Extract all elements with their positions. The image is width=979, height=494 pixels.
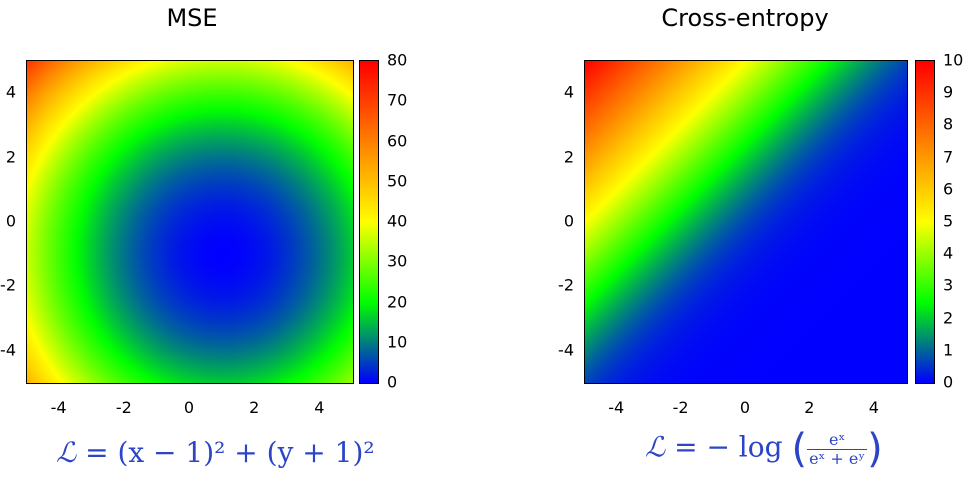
mse-y-tick: 4 [5, 82, 16, 102]
cross-entropy-y-tick: 4 [563, 82, 574, 102]
ce-formula-rhs: = − log [674, 430, 783, 464]
cross-entropy-x-tick: -4 [608, 398, 625, 417]
cross-entropy-colorbar-tick: 2 [943, 308, 954, 328]
cross-entropy-y-tick: -2 [558, 275, 574, 295]
mse-x-tick: 0 [183, 398, 195, 417]
cross-entropy-colorbar-tick: 9 [943, 82, 954, 102]
mse-y-tick: 2 [5, 147, 16, 167]
cross-entropy-colorbar-tick: 4 [943, 243, 954, 263]
cross-entropy-colorbar-tick: 1 [943, 340, 954, 360]
mse-heatmap [26, 60, 354, 384]
mse-colorbar-tick: 60 [387, 131, 408, 150]
mse-y-tick: -2 [0, 275, 16, 295]
mse-colorbar-tick: 80 [387, 50, 408, 70]
mse-y-tick: 0 [5, 211, 16, 231]
mse-formula: ℒ = (x − 1)² + (y + 1)² [56, 436, 375, 469]
ce-formula-lhs: ℒ [645, 430, 666, 464]
mse-colorbar [359, 60, 379, 384]
cross-entropy-y-tick: 2 [563, 147, 574, 167]
cross-entropy-x-tick: 0 [739, 398, 751, 417]
mse-panel: MSE 4 2 0 -2 -4 -4 -2 0 2 4 80 70 60 50 40 30 20 10 0 ℒ … [0, 4, 408, 469]
cross-entropy-x-tick: 4 [868, 398, 879, 417]
cross-entropy-colorbar-tick: 7 [943, 147, 954, 167]
fraction-numerator: eˣ [807, 431, 868, 450]
cross-entropy-heatmap [584, 60, 908, 384]
cross-entropy-title: Cross-entropy [661, 4, 829, 32]
cross-entropy-y-tick: 0 [563, 211, 574, 231]
mse-colorbar-tick: 20 [387, 292, 408, 311]
cross-entropy-x-tick: -2 [672, 398, 689, 417]
mse-x-tick: -4 [50, 398, 67, 417]
mse-colorbar-tick: 30 [387, 251, 408, 271]
cross-entropy-panel: Cross-entropy 4 2 0 -2 -4 -4 -2 0 2 4 10 9 8 7 6 5 4 3 2… [490, 0, 979, 494]
mse-colorbar-tick: 0 [387, 372, 398, 392]
cross-entropy-colorbar-tick: 10 [943, 50, 964, 70]
cross-entropy-colorbar [915, 60, 935, 384]
cross-entropy-colorbar-tick: 8 [943, 114, 954, 134]
cross-entropy-colorbar-tick: 5 [943, 211, 954, 231]
formula-fraction: eˣ eˣ + eʸ [807, 431, 868, 468]
mse-x-tick: 4 [314, 398, 325, 417]
cross-entropy-colorbar-tick: 3 [943, 275, 954, 295]
left-paren: ( [791, 426, 808, 472]
right-paren: ) [867, 426, 883, 472]
mse-formula-lhs: ℒ [56, 436, 77, 469]
mse-colorbar-tick: 40 [387, 211, 408, 231]
cross-entropy-colorbar-tick: 0 [943, 372, 954, 392]
mse-x-tick: 2 [249, 398, 260, 417]
mse-colorbar-tick: 70 [387, 90, 408, 110]
mse-y-tick: -4 [0, 340, 16, 360]
fraction-denominator: eˣ + eʸ [809, 448, 866, 468]
mse-title: MSE [166, 4, 218, 32]
cross-entropy-y-tick: -4 [558, 340, 574, 360]
cross-entropy-formula: ℒ = − log (eˣ eˣ + eʸ) [645, 426, 883, 472]
cross-entropy-colorbar-tick: 6 [943, 179, 954, 199]
mse-formula-rhs: = (x − 1)² + (y + 1)² [85, 436, 375, 469]
mse-colorbar-tick: 10 [387, 332, 408, 352]
mse-colorbar-tick: 50 [387, 171, 408, 191]
cross-entropy-x-tick: 2 [804, 398, 815, 417]
mse-x-tick: -2 [115, 398, 132, 417]
